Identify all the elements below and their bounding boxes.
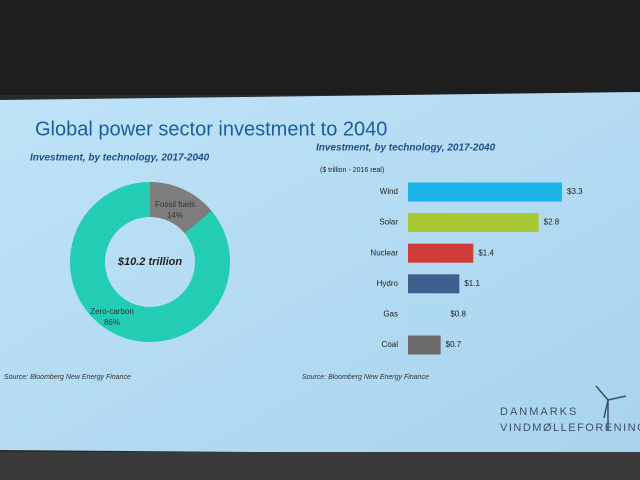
bar [408, 213, 539, 233]
bar-label: Hydro [377, 279, 399, 288]
bar-label: Nuclear [370, 248, 398, 257]
chart-title: Investment, by technology, 2017-2040 [30, 153, 210, 164]
bar-value-label: $2.8 [544, 218, 560, 227]
chart-title: Investment, by technology, 2017-2040 [316, 143, 496, 154]
bar-value-label: $0.7 [446, 340, 462, 349]
slice-value: 14% [167, 211, 183, 220]
logo-line: DANMARKS [500, 406, 578, 418]
bar [408, 335, 441, 355]
floor [0, 452, 640, 480]
bar [408, 304, 446, 324]
slide-title: Global power sector investment to 2040 [35, 118, 387, 140]
source: Source: Bloomberg New Energy Finance [4, 374, 131, 381]
bar [408, 243, 474, 263]
bar-value-label: $3.3 [567, 187, 583, 196]
logo-turbine [595, 385, 627, 430]
donut-center-label: $10.2 trillion [117, 256, 182, 268]
bar [408, 182, 562, 202]
chart-note: ($ trillion - 2016 real) [320, 167, 384, 174]
bar-label: Gas [383, 310, 398, 319]
source: Source: Bloomberg New Energy Finance [302, 374, 429, 381]
donut-slice [70, 182, 230, 342]
bar-value-label: $0.8 [450, 310, 466, 319]
donut-slice [150, 182, 212, 234]
bar-value-label: $1.4 [478, 248, 494, 257]
bar [408, 274, 460, 294]
bar-value-label: $1.1 [464, 279, 480, 288]
slice-value: 86% [104, 318, 120, 327]
ceiling [0, 0, 640, 95]
bar-label: Coal [382, 340, 399, 349]
bar-label: Solar [379, 218, 398, 227]
slice-label: Zero-carbon [90, 307, 134, 316]
slice-label: Fossil fuels [155, 200, 195, 209]
logo-line: VINDMØLLEFORENING [500, 422, 640, 434]
bar-label: Wind [380, 187, 398, 196]
